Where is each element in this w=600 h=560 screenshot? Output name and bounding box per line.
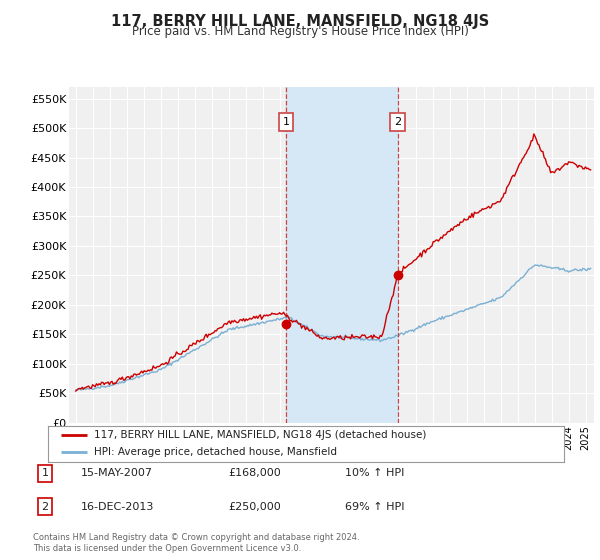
Text: 1: 1: [41, 468, 49, 478]
Text: Price paid vs. HM Land Registry's House Price Index (HPI): Price paid vs. HM Land Registry's House …: [131, 25, 469, 38]
Text: 117, BERRY HILL LANE, MANSFIELD, NG18 4JS: 117, BERRY HILL LANE, MANSFIELD, NG18 4J…: [111, 14, 489, 29]
Text: 1: 1: [283, 117, 289, 127]
Text: 69% ↑ HPI: 69% ↑ HPI: [345, 502, 404, 512]
Text: 10% ↑ HPI: 10% ↑ HPI: [345, 468, 404, 478]
Bar: [286, 87, 398, 423]
Text: Contains HM Land Registry data © Crown copyright and database right 2024.
This d: Contains HM Land Registry data © Crown c…: [33, 533, 359, 553]
Text: 2: 2: [394, 117, 401, 127]
Text: 2: 2: [41, 502, 49, 512]
Text: HPI: Average price, detached house, Mansfield: HPI: Average price, detached house, Mans…: [94, 447, 337, 457]
Text: £250,000: £250,000: [228, 502, 281, 512]
Text: 16-DEC-2013: 16-DEC-2013: [81, 502, 154, 512]
Text: £168,000: £168,000: [228, 468, 281, 478]
Text: 15-MAY-2007: 15-MAY-2007: [81, 468, 153, 478]
Text: 117, BERRY HILL LANE, MANSFIELD, NG18 4JS (detached house): 117, BERRY HILL LANE, MANSFIELD, NG18 4J…: [94, 431, 427, 440]
